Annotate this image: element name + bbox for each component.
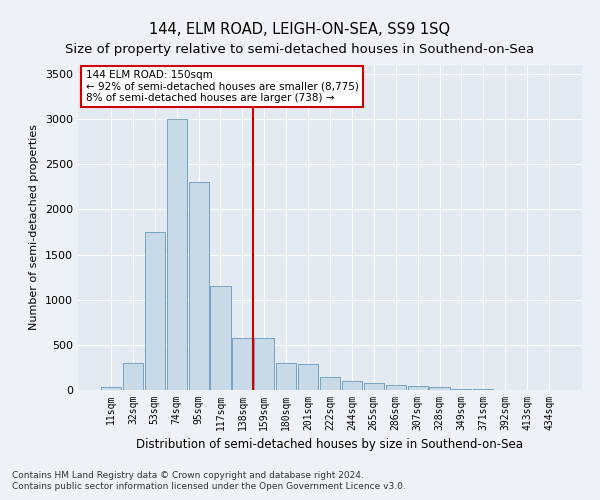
Text: Size of property relative to semi-detached houses in Southend-on-Sea: Size of property relative to semi-detach…	[65, 42, 535, 56]
Bar	[473, 389, 493, 390]
Bar	[430, 388, 449, 390]
Bar	[407, 386, 428, 390]
Bar	[298, 364, 318, 390]
Bar	[211, 286, 230, 390]
Bar	[276, 363, 296, 390]
Y-axis label: Number of semi-detached properties: Number of semi-detached properties	[29, 124, 40, 330]
Bar	[254, 338, 274, 390]
Bar	[101, 388, 121, 390]
Bar	[386, 384, 406, 390]
Text: Contains HM Land Registry data © Crown copyright and database right 2024.: Contains HM Land Registry data © Crown c…	[12, 470, 364, 480]
Bar	[188, 182, 209, 390]
Bar	[232, 338, 253, 390]
Text: 144 ELM ROAD: 150sqm
← 92% of semi-detached houses are smaller (8,775)
8% of sem: 144 ELM ROAD: 150sqm ← 92% of semi-detac…	[86, 70, 358, 103]
Bar	[167, 119, 187, 390]
Bar	[123, 363, 143, 390]
Bar	[145, 232, 165, 390]
Bar	[451, 388, 472, 390]
Text: 144, ELM ROAD, LEIGH-ON-SEA, SS9 1SQ: 144, ELM ROAD, LEIGH-ON-SEA, SS9 1SQ	[149, 22, 451, 38]
Text: Contains public sector information licensed under the Open Government Licence v3: Contains public sector information licen…	[12, 482, 406, 491]
Bar	[342, 381, 362, 390]
Bar	[364, 383, 384, 390]
X-axis label: Distribution of semi-detached houses by size in Southend-on-Sea: Distribution of semi-detached houses by …	[137, 438, 523, 452]
Bar	[320, 378, 340, 390]
